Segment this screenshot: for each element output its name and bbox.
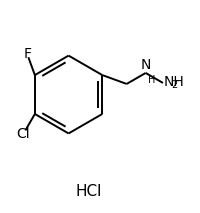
Text: N: N xyxy=(140,58,150,72)
Text: NH: NH xyxy=(163,75,184,89)
Text: 2: 2 xyxy=(171,79,177,89)
Text: H: H xyxy=(147,75,154,85)
Text: Cl: Cl xyxy=(16,127,30,141)
Text: HCl: HCl xyxy=(75,184,101,199)
Text: F: F xyxy=(23,47,31,61)
